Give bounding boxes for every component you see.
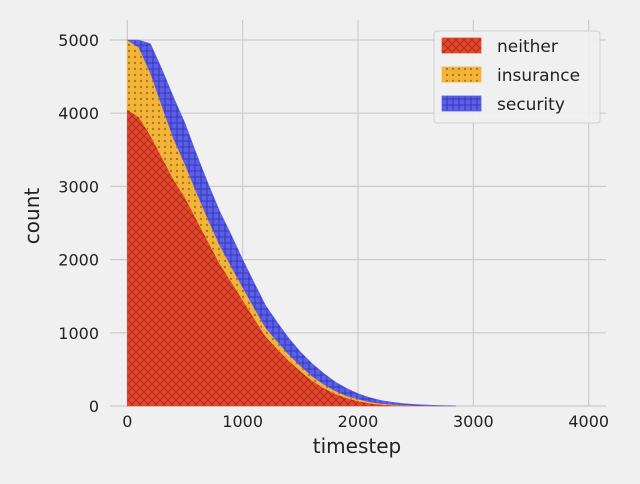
y-axis-label: count (20, 188, 44, 245)
y-tick-label: 2000 (58, 251, 99, 270)
tick-layer: 0 1000 2000 3000 4000 0 1000 2000 3000 4000 5000 (58, 31, 609, 431)
legend-swatch-neither (441, 37, 482, 54)
x-tick-label: 0 (122, 412, 132, 431)
area-security (126, 39, 457, 407)
y-tick-label: 1000 (58, 324, 99, 343)
y-tick-label: 3000 (58, 177, 99, 196)
x-tick-label: 2000 (338, 412, 379, 431)
x-axis-label: timestep (313, 434, 401, 458)
legend-label-security: security (497, 95, 565, 115)
legend-swatch-insurance (441, 66, 482, 83)
legend: neither insurance security (433, 30, 601, 124)
legend-swatch-security (441, 95, 482, 112)
y-tick-label: 4000 (58, 104, 99, 123)
y-tick-label: 0 (89, 397, 99, 416)
x-tick-label: 4000 (568, 412, 609, 431)
legend-label-neither: neither (497, 37, 558, 57)
x-tick-label: 3000 (453, 412, 494, 431)
y-tick-label: 5000 (58, 31, 99, 50)
area-layer (126, 39, 457, 407)
legend-label-insurance: insurance (497, 66, 580, 86)
x-tick-label: 1000 (222, 412, 263, 431)
